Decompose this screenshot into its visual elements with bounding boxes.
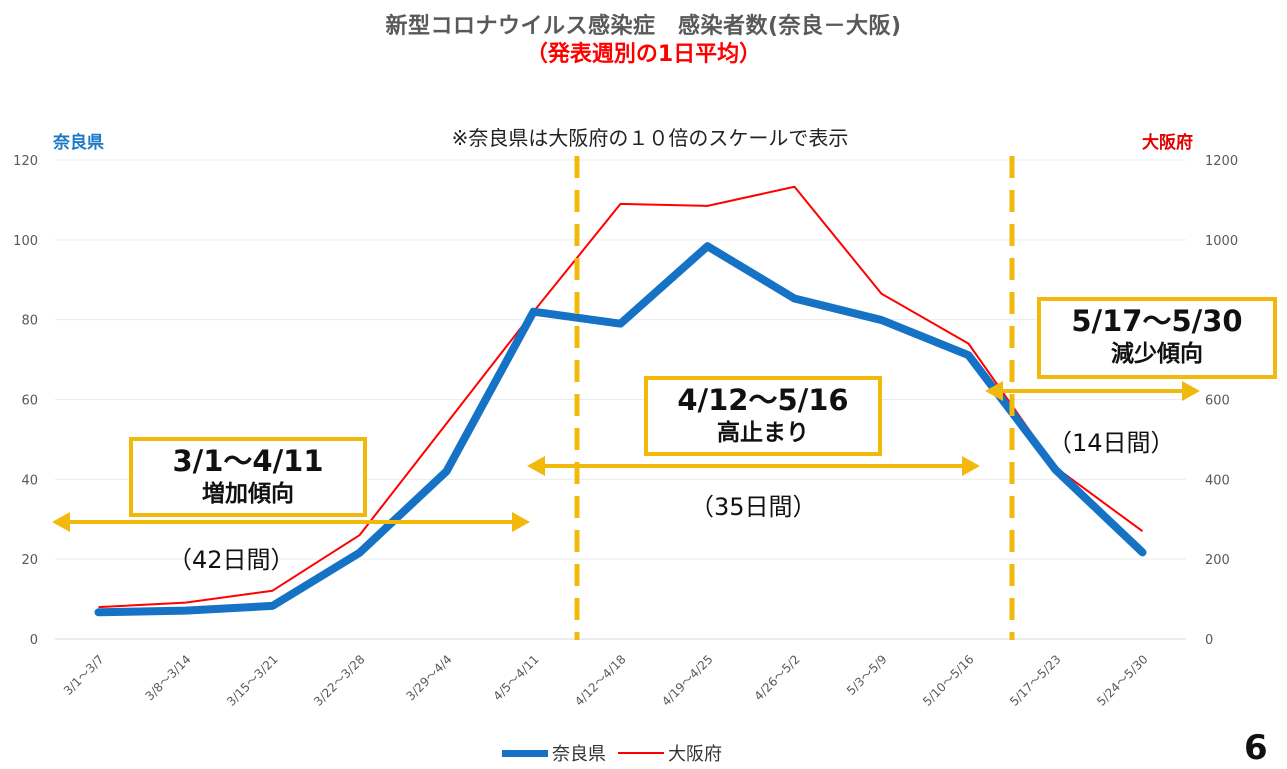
right-axis-tick: 1000 [1205,234,1238,249]
left-axis-tick: 120 [13,154,38,169]
annotation-trend: 高止まり [717,420,809,446]
right-axis-tick: 400 [1205,473,1230,488]
annotation-trend: 減少傾向 [1111,341,1203,367]
series-line-nara [94,242,1147,617]
x-axis-tick: 5/17～5/23 [1007,652,1064,709]
annotation-trend: 増加傾向 [202,481,294,507]
annotation-box-decrease: 5/17〜5/30 減少傾向 [1037,297,1277,379]
x-axis-tick: 5/3～5/9 [844,652,890,698]
arrow-head-right [1182,381,1200,401]
left-axis-tick: 20 [21,553,38,568]
x-axis-tick: 3/22～3/28 [311,652,368,709]
x-axis-tick: 4/5～4/11 [491,652,542,703]
page-number: 6 [1244,728,1268,768]
left-axis-tick: 100 [13,234,38,249]
series-line-osaka [98,185,1144,609]
annotation-range: 5/17〜5/30 [1071,304,1243,338]
left-axis-tick: 60 [21,394,38,409]
arrow-head-left [527,456,545,476]
legend-label-nara: 奈良県 [552,744,606,765]
left-axis-tick: 40 [21,473,38,488]
period-arrow-increase [52,512,530,532]
legend-item-nara: 奈良県 [502,740,606,766]
x-axis-tick: 4/26～5/2 [752,652,803,703]
x-axis-tick: 3/15～3/21 [224,652,281,709]
period-arrow-plateau [527,456,980,476]
scale-note: ※奈良県は大阪府の１０倍のスケールで表示 [451,126,849,150]
annotation-days: （42日間） [168,546,295,574]
legend-label-osaka: 大阪府 [668,744,722,765]
right-axis-tick: 600 [1205,394,1230,409]
left-axis-tick: 80 [21,314,38,329]
annotation-box-plateau: 4/12〜5/16 高止まり [644,376,882,456]
legend-swatch-osaka [618,752,664,754]
right-axis-tick: 1200 [1205,154,1238,169]
annotation-days: （35日間） [690,493,817,521]
legend-item-osaka: 大阪府 [618,740,722,766]
x-axis-tick: 4/12～4/18 [572,652,629,709]
annotation-range: 3/1〜4/11 [172,444,324,478]
period-arrow-decrease [985,381,1200,401]
annotation-range: 4/12〜5/16 [677,383,849,417]
arrow-head-left [985,381,1003,401]
x-axis-tick: 3/1～3/7 [61,652,107,698]
arrow-head-right [512,512,530,532]
right-axis-tick: 200 [1205,553,1230,568]
x-axis-tick: 3/8～3/14 [143,652,194,703]
x-axis-tick: 4/19～4/25 [659,652,716,709]
chart-title: 新型コロナウイルス感染症 感染者数(奈良－大阪) [385,14,902,39]
right-axis-title: 大阪府 [1142,133,1193,153]
chart-subtitle: （発表週別の1日平均） [525,42,762,67]
x-axis-tick: 5/24～5/30 [1094,652,1151,709]
x-axis-tick: 3/29～4/4 [404,652,455,703]
arrow-head-right [962,456,980,476]
arrow-head-left [52,512,70,532]
left-axis-tick: 0 [30,633,38,648]
x-axis-tick: 5/10～5/16 [920,652,977,709]
right-axis-tick: 0 [1205,633,1213,648]
annotation-box-increase: 3/1〜4/11 増加傾向 [129,437,367,517]
left-axis-title: 奈良県 [53,133,104,153]
legend-swatch-nara [502,749,548,757]
annotation-days: （14日間） [1048,429,1175,457]
